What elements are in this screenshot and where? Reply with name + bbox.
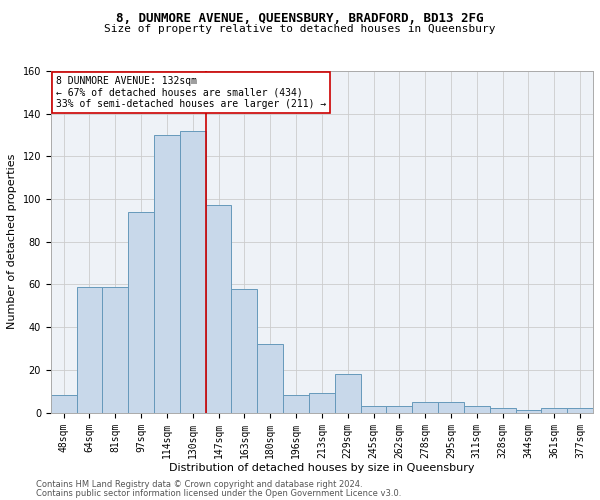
Bar (567, 408, 593, 412)
Bar (515, 410, 541, 412)
Bar (541, 408, 567, 412)
Bar (154, 135, 180, 412)
Bar (77, 286, 103, 412)
Bar (361, 406, 386, 412)
Bar (103, 286, 128, 412)
X-axis label: Distribution of detached houses by size in Queensbury: Distribution of detached houses by size … (169, 463, 475, 473)
Bar (412, 402, 438, 412)
Text: 8 DUNMORE AVENUE: 132sqm
← 67% of detached houses are smaller (434)
33% of semi-: 8 DUNMORE AVENUE: 132sqm ← 67% of detach… (56, 76, 326, 110)
Bar (257, 344, 283, 412)
Y-axis label: Number of detached properties: Number of detached properties (7, 154, 17, 330)
Bar (386, 406, 412, 412)
Text: Contains public sector information licensed under the Open Government Licence v3: Contains public sector information licen… (36, 488, 401, 498)
Bar (283, 396, 309, 412)
Bar (464, 406, 490, 412)
Text: Size of property relative to detached houses in Queensbury: Size of property relative to detached ho… (104, 24, 496, 34)
Bar (438, 402, 464, 412)
Text: Contains HM Land Registry data © Crown copyright and database right 2024.: Contains HM Land Registry data © Crown c… (36, 480, 362, 489)
Bar (206, 206, 232, 412)
Bar (335, 374, 361, 412)
Bar (180, 130, 206, 412)
Bar (51, 396, 77, 412)
Text: 8, DUNMORE AVENUE, QUEENSBURY, BRADFORD, BD13 2FG: 8, DUNMORE AVENUE, QUEENSBURY, BRADFORD,… (116, 12, 484, 26)
Bar (232, 288, 257, 412)
Bar (309, 394, 335, 412)
Bar (490, 408, 515, 412)
Bar (128, 212, 154, 412)
